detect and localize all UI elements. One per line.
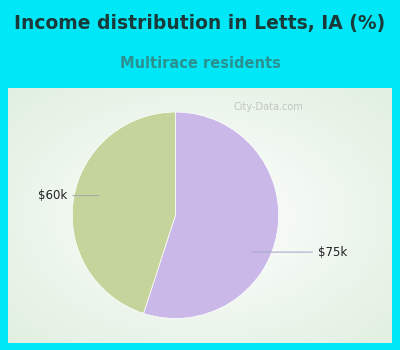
Text: City-Data.com: City-Data.com xyxy=(234,102,304,112)
Wedge shape xyxy=(144,112,279,318)
Wedge shape xyxy=(72,112,176,313)
Text: Multirace residents: Multirace residents xyxy=(120,56,280,71)
Text: Income distribution in Letts, IA (%): Income distribution in Letts, IA (%) xyxy=(14,14,386,33)
Text: $60k: $60k xyxy=(38,189,99,202)
Text: $75k: $75k xyxy=(252,246,347,259)
FancyBboxPatch shape xyxy=(8,88,392,343)
